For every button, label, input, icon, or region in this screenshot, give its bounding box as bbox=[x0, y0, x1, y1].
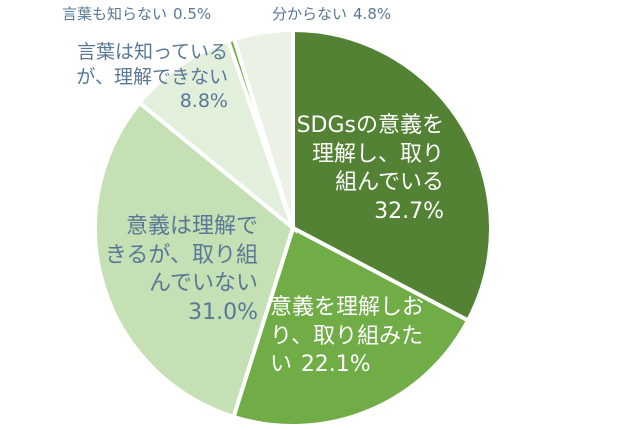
category-label: 意義を理解しおり、取り組みたい bbox=[270, 295, 425, 378]
pie-slice bbox=[231, 27, 295, 229]
pie-slice bbox=[291, 27, 493, 324]
slice-label: 言葉は知っているが、理解できない 8.8% bbox=[50, 40, 228, 114]
pie-slice bbox=[231, 225, 471, 428]
value-label: 4.8% bbox=[353, 5, 392, 23]
slice-label: 意義は理解できるが、取り組んでいない 31.0% bbox=[104, 213, 258, 327]
category-label: SDGsの意義を理解し、取り組んでいる bbox=[296, 113, 444, 196]
category-label: 言葉も知らない bbox=[62, 5, 168, 23]
value-label: 32.7% bbox=[374, 198, 444, 224]
slice-label: 意義を理解しおり、取り組みたい 22.1% bbox=[270, 294, 430, 380]
slice-label: SDGsの意義を理解し、取り組んでいる 32.7% bbox=[292, 112, 444, 226]
category-label: 分からない bbox=[272, 5, 348, 23]
category-label: 意義は理解できるが、取り組んでいない bbox=[104, 214, 258, 297]
pie-slice bbox=[136, 38, 298, 234]
value-label: 31.0% bbox=[188, 299, 258, 325]
value-label: 0.5% bbox=[173, 5, 212, 23]
category-label: 言葉は知っているが、理解できない bbox=[76, 41, 228, 88]
value-label: 22.1% bbox=[300, 352, 371, 378]
pie-slice bbox=[93, 100, 296, 420]
slice-label: 分からない 4.8% bbox=[272, 5, 472, 25]
value-label: 8.8% bbox=[179, 90, 228, 113]
slice-label: 言葉も知らない 0.5% bbox=[62, 5, 262, 25]
